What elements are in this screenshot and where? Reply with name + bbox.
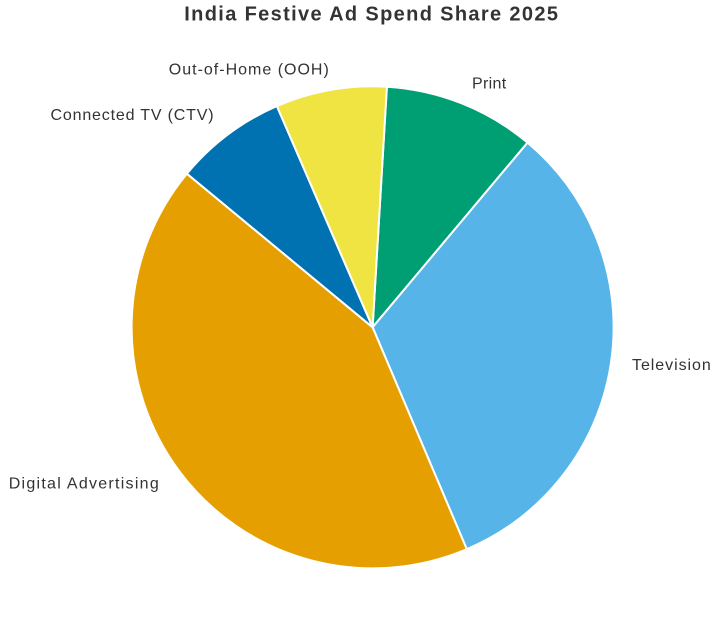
svg-text:India Festive Ad Spend Share 2: India Festive Ad Spend Share 2025 [184,4,559,26]
svg-text:Connected TV (CTV): Connected TV (CTV) [51,107,215,124]
svg-text:Print: Print [472,76,507,93]
svg-text:Digital Advertising: Digital Advertising [9,475,160,492]
svg-text:Television: Television [632,357,712,374]
svg-text:Out-of-Home (OOH): Out-of-Home (OOH) [169,61,330,78]
